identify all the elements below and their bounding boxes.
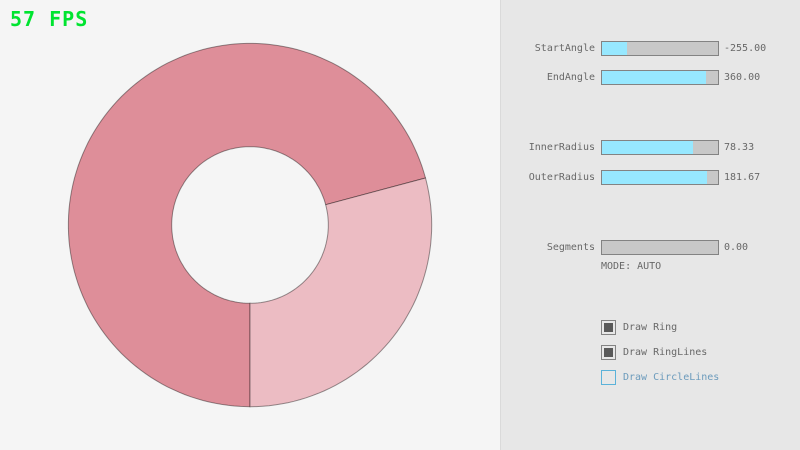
draw-circlelines-checkbox[interactable]: [601, 370, 616, 385]
outer-radius-slider[interactable]: [601, 170, 719, 185]
inner-radius-label: InnerRadius: [528, 142, 595, 153]
draw-circlelines-label: Draw CircleLines: [623, 372, 720, 383]
inner-radius-value: 78.33: [724, 142, 755, 153]
draw-ringlines-label: Draw RingLines: [623, 347, 708, 358]
end-angle-value: 360.00: [724, 72, 761, 83]
segments-label: Segments: [546, 242, 595, 253]
outer-radius-value: 181.67: [724, 172, 761, 183]
end-angle-slider[interactable]: [601, 70, 719, 85]
draw-circlelines-row: Draw CircleLines: [601, 370, 781, 386]
slider-fill: [602, 141, 693, 154]
draw-ringlines-row: Draw RingLines: [601, 345, 781, 361]
draw-ringlines-checkbox[interactable]: [601, 345, 616, 360]
slider-fill: [602, 42, 628, 55]
start-angle-value: -255.00: [724, 43, 767, 54]
slider-fill: [602, 171, 708, 184]
slider-fill: [602, 71, 707, 84]
start-angle-row: StartAngle -255.00: [501, 41, 800, 56]
draw-ring-label: Draw Ring: [623, 322, 678, 333]
draw-ring-row: Draw Ring: [601, 320, 781, 336]
ring-canvas: [67, 42, 433, 408]
controls-panel: StartAngle -255.00 EndAngle 360.00 Inner…: [500, 0, 800, 450]
draw-ring-checkbox[interactable]: [601, 320, 616, 335]
check-mark: [604, 323, 613, 332]
outer-radius-row: OuterRadius 181.67: [501, 170, 800, 185]
check-mark: [604, 348, 613, 357]
segments-value: 0.00: [724, 242, 749, 253]
end-angle-row: EndAngle 360.00: [501, 70, 800, 85]
start-angle-slider[interactable]: [601, 41, 719, 56]
fps-counter: 57 FPS: [10, 7, 89, 31]
start-angle-label: StartAngle: [534, 43, 595, 54]
inner-radius-row: InnerRadius 78.33: [501, 140, 800, 155]
inner-radius-slider[interactable]: [601, 140, 719, 155]
end-angle-label: EndAngle: [546, 72, 595, 83]
mode-label: MODE: AUTO: [601, 261, 662, 272]
segments-row: Segments 0.00: [501, 240, 800, 255]
outer-radius-label: OuterRadius: [528, 172, 595, 183]
segments-slider[interactable]: [601, 240, 719, 255]
